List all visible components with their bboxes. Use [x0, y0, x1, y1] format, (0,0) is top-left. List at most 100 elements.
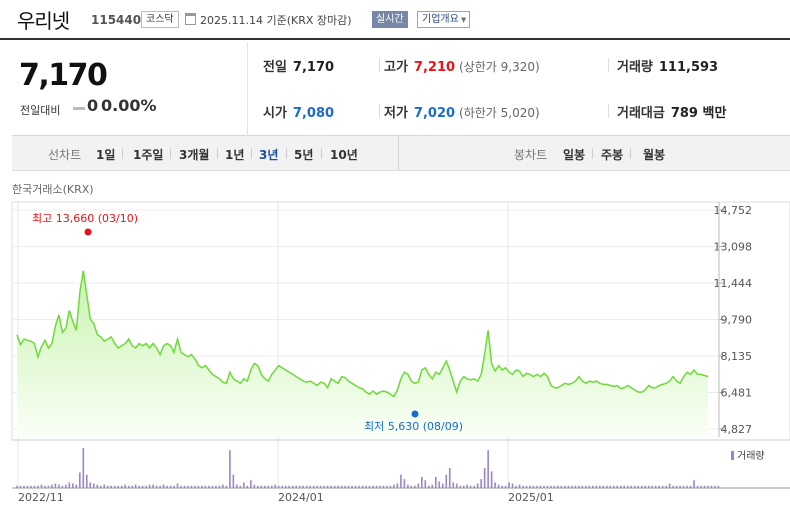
volume-bar [605, 485, 608, 488]
period-3y[interactable]: 3년 [259, 148, 279, 162]
volume-bar [532, 485, 535, 488]
volume-bar [494, 482, 496, 488]
volume-bar [204, 485, 207, 488]
volume-bar [511, 483, 514, 488]
low-marker [411, 410, 419, 418]
volume-bar [110, 485, 113, 488]
volume-bar [574, 485, 577, 488]
period-3m[interactable]: 3개월 [179, 148, 210, 162]
volume-bar [707, 485, 709, 488]
divider [217, 148, 218, 159]
high-marker [84, 228, 92, 236]
volume-bar [675, 485, 678, 488]
volume-bar [550, 485, 552, 488]
volume-bar [65, 484, 67, 488]
period-1d[interactable]: 1일 [96, 148, 116, 162]
volume-bar [504, 485, 507, 488]
volume-bar [487, 450, 489, 488]
volume-bar [417, 483, 420, 488]
volume-bar [501, 485, 503, 488]
volume-bar [428, 485, 430, 488]
volume-bar [476, 483, 479, 488]
volume-bar [703, 485, 706, 488]
volume-bar [260, 485, 263, 488]
volume-bar [295, 485, 297, 488]
period-5y[interactable]: 5년 [294, 148, 314, 162]
volume-bar [630, 485, 633, 488]
high-value: 7,210 [413, 60, 456, 75]
volume-bar [372, 485, 374, 488]
open-price: 시가 7,080 [263, 102, 334, 121]
volume-bar [263, 485, 266, 488]
volume-bar [539, 485, 542, 488]
volume-bar [421, 476, 423, 488]
divider [321, 148, 322, 159]
volume-bar [117, 485, 120, 488]
change-percent: 0.00% [101, 96, 157, 115]
divider [608, 104, 609, 118]
realtime-button[interactable]: 실시간 [372, 11, 408, 28]
market-badge: 코스닥 [141, 11, 179, 28]
volume-bar [215, 485, 217, 488]
volume-bar [612, 485, 615, 488]
volume-bar [347, 485, 350, 488]
exchange-label: 한국거래소(KRX) [12, 183, 94, 196]
volume-bar [665, 485, 667, 488]
volume-bar [75, 484, 78, 488]
volume-bar [344, 485, 346, 488]
y-tick-label: 8,135 [721, 350, 753, 363]
volume-bar [609, 485, 612, 488]
volume-bar [651, 485, 653, 488]
volume-bar [644, 485, 646, 488]
volume-bar [99, 485, 102, 488]
volume-bar [162, 484, 165, 488]
period-monthly[interactable]: 월봉 [643, 148, 666, 162]
volume-bar [581, 485, 584, 488]
volume-bar [148, 484, 151, 488]
period-1w[interactable]: 1주일 [133, 148, 164, 162]
volume-bar [386, 485, 388, 488]
volume-bar [564, 485, 566, 488]
volume-bar [326, 485, 329, 488]
volume-bar [445, 474, 448, 488]
line-chart-label: 선차트 [48, 148, 82, 162]
volume-bar [515, 485, 517, 488]
flat-change-icon [73, 107, 85, 110]
x-tick-label: 2025/01 [508, 491, 554, 504]
period-1y[interactable]: 1년 [225, 148, 245, 162]
volume-bar [232, 474, 235, 488]
volume-bar [229, 450, 231, 488]
divider [122, 148, 123, 159]
volume-bar [578, 485, 580, 488]
volume-bar [424, 480, 427, 488]
y-tick-label: 11,444 [714, 277, 753, 290]
company-overview-button[interactable]: 기업개요 ▼ [417, 11, 471, 28]
period-daily[interactable]: 일봉 [563, 148, 586, 162]
volume-bar [58, 484, 60, 488]
volume-bar [124, 484, 126, 488]
volume-bar [543, 485, 545, 488]
period-10y[interactable]: 10년 [330, 148, 358, 162]
volume-bar [274, 484, 277, 488]
period-weekly[interactable]: 주봉 [601, 148, 624, 162]
divider [251, 148, 252, 159]
volume-bar [239, 485, 242, 488]
volume-bar [588, 485, 591, 488]
volume-bar [253, 484, 256, 488]
volume-bar [72, 483, 74, 488]
volume-bar [679, 485, 681, 488]
volume-bar [403, 479, 406, 488]
volume-bar [305, 485, 308, 488]
volume-bar [159, 485, 161, 488]
volume-bar [480, 479, 482, 488]
volume-bar [96, 484, 99, 488]
volume-bar [68, 482, 71, 488]
divider [592, 148, 593, 159]
volume-bar [602, 485, 605, 488]
volume-bar [529, 485, 531, 488]
trade-amount: 거래대금 789 백만 [617, 102, 726, 121]
volume-bar [536, 485, 538, 488]
volume-bar [448, 468, 451, 488]
volume-bar [281, 485, 284, 488]
